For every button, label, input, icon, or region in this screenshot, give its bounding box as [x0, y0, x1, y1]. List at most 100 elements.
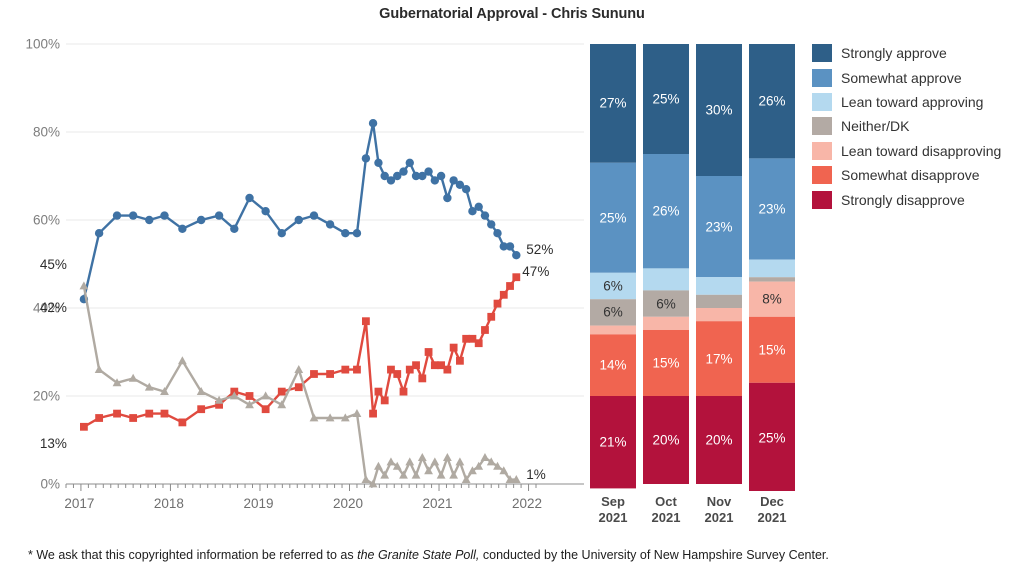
data-point: [245, 193, 254, 203]
data-point: [493, 229, 502, 238]
footnote: * We ask that this copyrighted informati…: [28, 548, 1008, 562]
data-point: [341, 365, 350, 374]
data-point: [505, 475, 515, 483]
legend-item-lean-toward-approving[interactable]: Lean toward approving: [812, 90, 1022, 114]
bar-segment: [590, 299, 636, 326]
data-point: [362, 317, 370, 326]
legend-item-lean-toward-disapproving[interactable]: Lean toward disapproving: [812, 139, 1022, 163]
legend-swatch-icon: [812, 92, 832, 111]
legend-swatch-icon: [812, 141, 832, 160]
data-point: [160, 211, 169, 220]
data-point: [160, 409, 169, 418]
data-point: [215, 400, 223, 409]
data-point: [412, 361, 420, 370]
legend-label: Strongly approve: [841, 45, 947, 62]
bar-segment: [643, 44, 689, 154]
bar-segment: [643, 316, 689, 330]
data-point: [374, 387, 383, 396]
bar-segment: [643, 330, 689, 396]
legend-item-neither-dk[interactable]: Neither/DK: [812, 114, 1022, 138]
bar-segment: [696, 396, 742, 484]
data-point: [369, 409, 377, 418]
bar-category-label: Oct 2021: [638, 494, 694, 527]
line-series-approve: [82, 122, 518, 301]
line-start-label: 45%: [39, 257, 67, 272]
legend-item-strongly-approve[interactable]: Strongly approve: [812, 41, 1022, 65]
data-point: [128, 373, 138, 382]
legend-label: Somewhat approve: [841, 69, 962, 86]
data-point: [512, 273, 521, 282]
data-point: [424, 466, 433, 475]
data-point: [493, 461, 502, 470]
y-axis-tick-label: 20%: [32, 388, 60, 404]
data-point: [352, 409, 362, 417]
data-point: [456, 356, 464, 365]
legend-item-somewhat-approve[interactable]: Somewhat approve: [812, 65, 1022, 89]
bar-segment: [749, 158, 795, 260]
data-point: [94, 229, 104, 238]
data-point: [245, 392, 254, 400]
bar-category-month: Sep: [601, 494, 625, 509]
data-point: [449, 343, 458, 352]
data-point: [392, 461, 402, 470]
bar-segment: [590, 396, 636, 489]
bar-category-year: 2021: [757, 510, 787, 526]
data-point: [430, 176, 440, 185]
x-axis-tick-label: 2018: [153, 496, 184, 511]
legend-item-somewhat-disapprove[interactable]: Somewhat disapprove: [812, 163, 1022, 187]
bar-segment: [696, 176, 742, 278]
data-point: [487, 312, 496, 321]
data-point: [112, 378, 122, 387]
data-point: [361, 475, 371, 483]
bar-category-label: Sep 2021: [585, 494, 641, 527]
data-point: [380, 396, 389, 405]
data-point: [277, 229, 286, 238]
data-point: [79, 281, 89, 290]
data-point: [499, 466, 509, 475]
data-point: [405, 158, 414, 167]
data-point: [178, 418, 187, 427]
line-chart-panel: 0% 20% 40% 60% 80% 100% 2017 2018 2019 2020 2021 20…: [18, 36, 584, 511]
data-point: [399, 167, 408, 176]
data-point: [374, 158, 383, 167]
data-point: [399, 470, 408, 479]
data-point: [487, 220, 496, 229]
bar-segment: [749, 382, 795, 491]
data-point: [368, 479, 378, 488]
data-point: [442, 453, 452, 461]
bar-segment: [590, 162, 636, 273]
data-point: [178, 224, 187, 233]
legend-item-strongly-disapprove[interactable]: Strongly disapprove: [812, 187, 1022, 211]
data-point: [353, 365, 361, 374]
bar-segment: [643, 396, 689, 484]
legend-swatch-icon: [812, 68, 832, 87]
bar-segment: [696, 44, 742, 176]
y-axis-tick-label: 40%: [32, 300, 60, 316]
data-point: [493, 299, 502, 308]
legend-label: Lean toward approving: [841, 93, 984, 110]
data-point: [374, 461, 383, 470]
bar-category-month: Nov: [706, 494, 732, 509]
footnote-pre: * We ask that this copyrighted informati…: [28, 548, 358, 562]
data-point: [386, 176, 396, 185]
data-point: [294, 383, 303, 392]
data-point: [461, 475, 471, 483]
stacked-bar-panel: 27% 25% 6% 6% 14% 21% Sep 2021 25% 26% 6% 15% 20% Oct…: [584, 36, 812, 525]
data-point: [387, 365, 395, 374]
data-point: [393, 370, 402, 378]
data-point: [340, 413, 350, 422]
line-start-label: 42%: [39, 300, 67, 316]
data-point: [80, 422, 88, 431]
bar-segment: [696, 321, 742, 396]
data-point: [361, 154, 371, 163]
x-axis-tick-label: 2022: [512, 496, 543, 511]
data-point: [277, 387, 286, 396]
bar-category-month: Oct: [655, 494, 677, 509]
data-point: [196, 215, 206, 225]
data-point: [443, 193, 452, 203]
data-point: [505, 242, 515, 251]
data-point: [511, 475, 521, 483]
legend-label: Neither/DK: [841, 118, 910, 135]
data-point: [129, 414, 138, 422]
